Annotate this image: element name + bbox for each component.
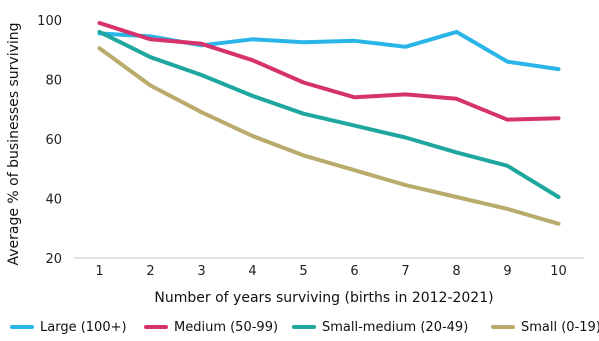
series-line: [97, 46, 561, 226]
legend-label: Large (100+): [40, 320, 127, 335]
series-lines: [97, 21, 561, 226]
x-tick-labels: 1 2 3 4 5 6 7 8 9 10: [95, 264, 566, 279]
legend-label: Medium (50-99): [174, 320, 278, 335]
series-line: [97, 29, 561, 199]
x-tick-label: 7: [401, 264, 409, 279]
x-tick-label: 8: [452, 264, 460, 279]
x-tick-label: 9: [503, 264, 511, 279]
y-tick-label: 20: [45, 252, 62, 267]
y-tick-label: 60: [45, 133, 62, 148]
y-axis-title: Average % of businesses surviving: [6, 22, 22, 265]
legend: Large (100+) Medium (50-99) Small-medium (…: [10, 320, 599, 335]
x-tick-label: 3: [197, 264, 205, 279]
y-tick-label: 100: [37, 14, 62, 29]
y-tick-labels: 20 40 60 80 100: [37, 14, 62, 267]
x-tick-label: 1: [95, 264, 103, 279]
y-tick-label: 40: [45, 193, 62, 208]
series-line: [97, 21, 561, 122]
x-tick-label: 5: [299, 264, 307, 279]
legend-label: Small-medium (20-49): [322, 320, 468, 335]
x-tick-label: 4: [248, 264, 256, 279]
legend-label: Small (0-19): [521, 320, 599, 335]
x-tick-label: 6: [350, 264, 358, 279]
y-tick-label: 80: [45, 74, 62, 89]
x-tick-label: 2: [146, 264, 154, 279]
x-tick-label: 10: [550, 264, 567, 279]
x-axis-title: Number of years surviving (births in 201…: [154, 290, 493, 306]
